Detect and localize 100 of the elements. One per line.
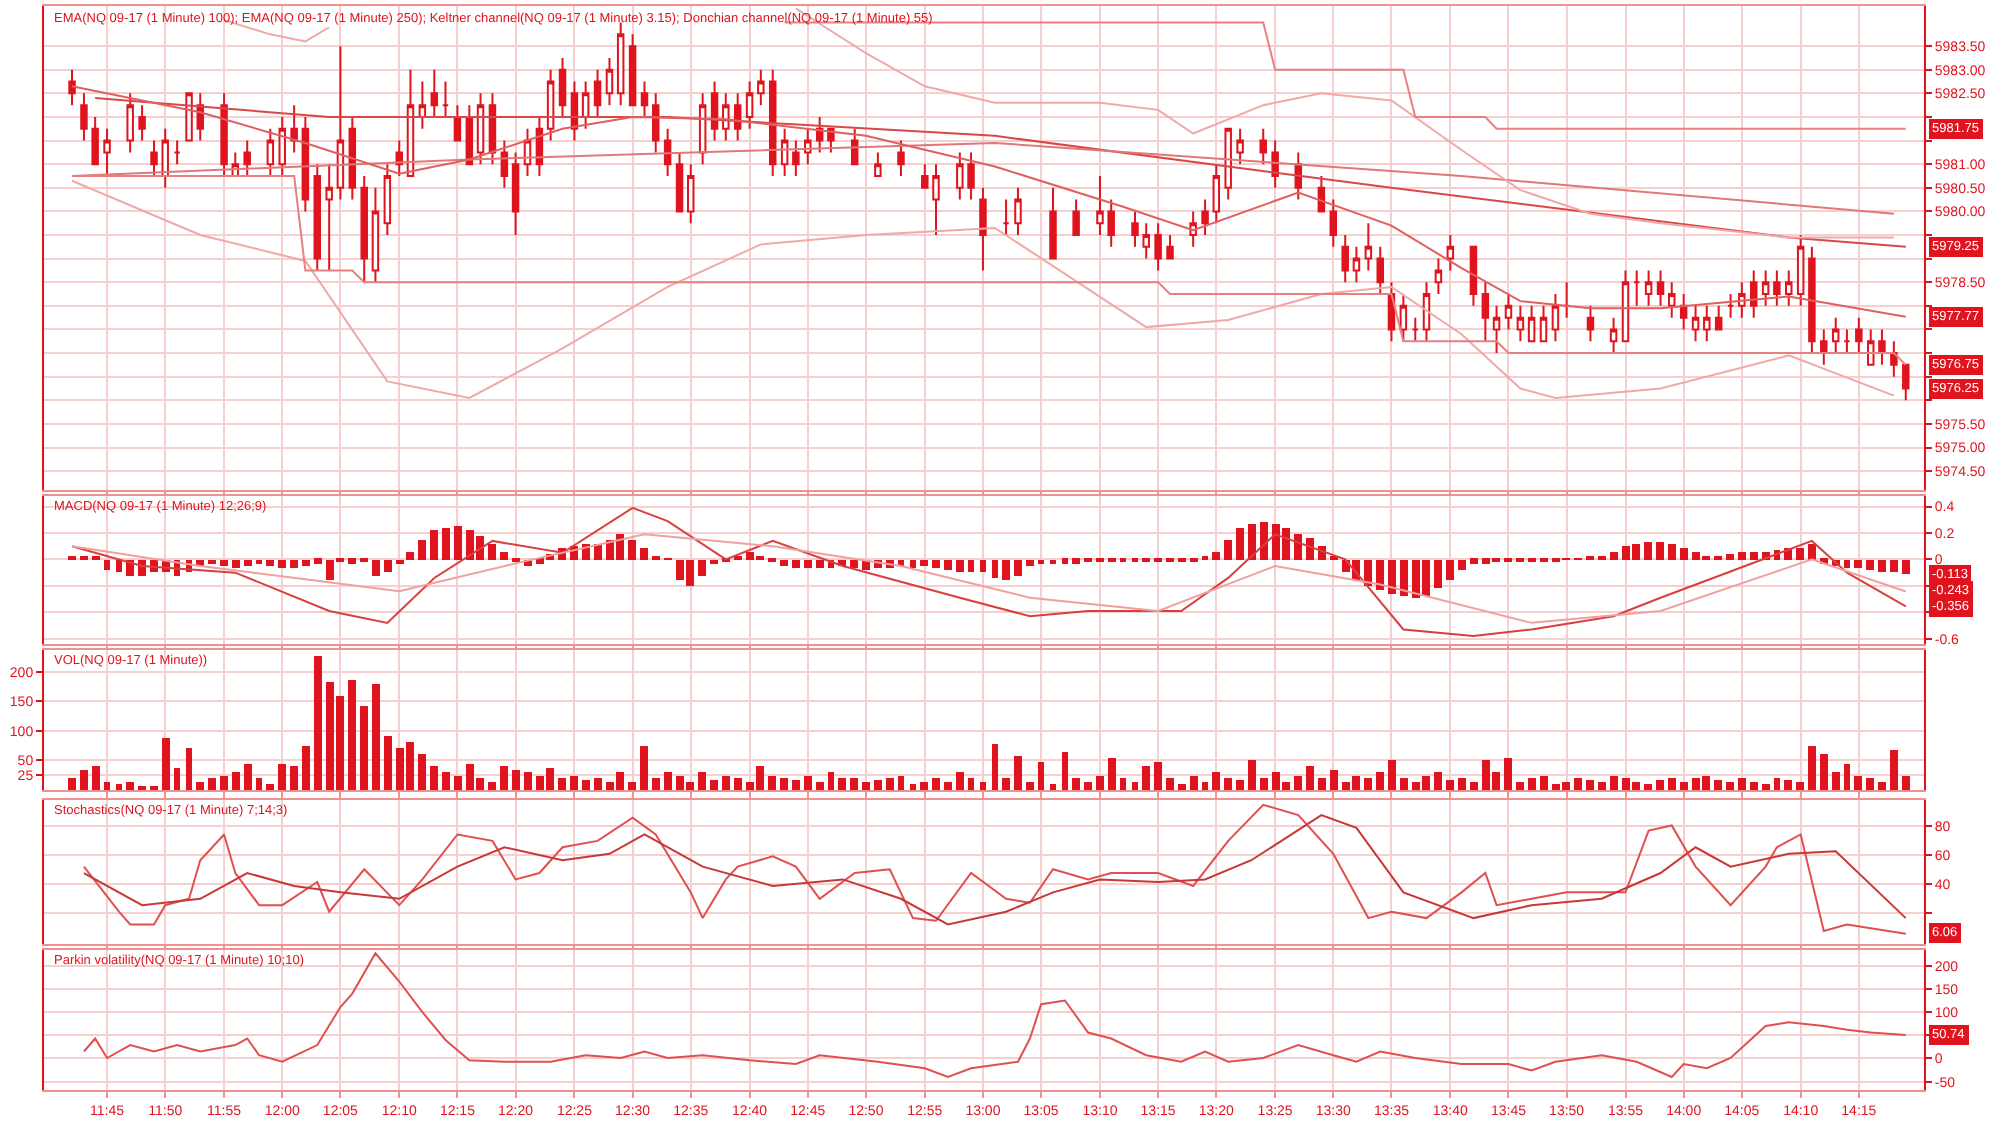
bar <box>734 778 742 790</box>
bar <box>1668 544 1676 560</box>
bar <box>1108 758 1116 790</box>
bar <box>1808 746 1816 790</box>
bar <box>68 778 76 790</box>
candlestick <box>430 68 439 118</box>
bar <box>1610 552 1618 560</box>
bar <box>862 782 870 790</box>
bar <box>162 738 170 790</box>
bar <box>266 784 274 790</box>
bar <box>910 560 916 568</box>
line-series <box>71 533 1907 624</box>
candlestick <box>500 139 509 189</box>
bar <box>1330 770 1338 790</box>
bar <box>1306 766 1314 790</box>
bar <box>628 540 636 560</box>
candlestick <box>173 139 181 166</box>
bar <box>780 560 788 566</box>
bar <box>1014 560 1022 576</box>
bar <box>1574 778 1582 790</box>
candlestick <box>1212 163 1221 225</box>
candlestick <box>395 139 403 177</box>
candlestick <box>1820 328 1828 366</box>
candlestick <box>535 115 544 177</box>
bar <box>1774 778 1780 790</box>
candlestick <box>103 127 111 177</box>
candlestick <box>616 21 625 107</box>
bar <box>1212 772 1220 790</box>
bar <box>628 782 636 790</box>
candlestick <box>1224 127 1232 201</box>
bar <box>910 784 916 790</box>
bar <box>968 778 974 790</box>
candlestick <box>1551 293 1560 343</box>
bar <box>1002 778 1010 790</box>
candlestick <box>1154 222 1162 272</box>
candlestick <box>266 127 275 177</box>
candlestick <box>1562 281 1571 319</box>
candlestick <box>570 80 579 142</box>
bar <box>570 776 578 790</box>
bar <box>1050 784 1056 790</box>
bar <box>828 772 834 790</box>
bar <box>1202 782 1208 790</box>
bar <box>430 766 438 790</box>
bar <box>804 776 812 790</box>
bar <box>1656 780 1664 790</box>
line-series <box>783 21 1907 130</box>
candlestick <box>1749 269 1758 319</box>
bar <box>816 560 824 568</box>
candlestick <box>336 45 345 201</box>
candlestick <box>581 80 590 130</box>
bar <box>220 560 228 566</box>
bar <box>512 770 520 790</box>
candlestick <box>1902 363 1910 402</box>
candlestick <box>733 92 742 142</box>
bar <box>104 560 110 570</box>
bar <box>1796 548 1804 560</box>
bar <box>920 782 928 790</box>
candlestick <box>1644 269 1653 307</box>
candlestick <box>1422 281 1431 343</box>
bar <box>1516 782 1524 790</box>
candlestick <box>780 127 789 177</box>
bar <box>1120 778 1126 790</box>
bar <box>968 560 974 572</box>
bar <box>1062 558 1068 564</box>
bar <box>1260 522 1268 560</box>
bar <box>816 782 824 790</box>
candlestick <box>663 127 672 177</box>
bar <box>838 778 846 790</box>
bar <box>1154 762 1162 790</box>
bar <box>196 782 204 790</box>
bar <box>1446 780 1454 790</box>
bar <box>1656 542 1664 560</box>
bar <box>932 560 940 568</box>
bar <box>372 684 380 790</box>
bar <box>992 560 998 578</box>
bar <box>1376 772 1384 790</box>
candlestick <box>815 115 824 154</box>
candlestick <box>1376 245 1384 296</box>
bar <box>418 540 426 560</box>
bar <box>1726 782 1734 790</box>
candlestick <box>1072 198 1080 237</box>
candlestick <box>1691 304 1700 343</box>
bar <box>956 772 964 790</box>
bar <box>116 560 122 572</box>
bar <box>1178 784 1186 790</box>
bar <box>500 766 508 790</box>
bar <box>174 768 180 790</box>
candlestick <box>1831 316 1840 355</box>
candlestick <box>313 163 322 272</box>
bar <box>980 782 986 790</box>
candlestick <box>1201 198 1209 237</box>
candlestick <box>418 80 427 130</box>
candlestick <box>441 80 450 118</box>
bar <box>266 560 274 566</box>
bar <box>126 782 134 790</box>
bar <box>1796 782 1804 790</box>
candlestick <box>1364 222 1373 272</box>
bar <box>1644 784 1652 790</box>
candlestick <box>1586 304 1595 343</box>
bar <box>1586 780 1594 790</box>
